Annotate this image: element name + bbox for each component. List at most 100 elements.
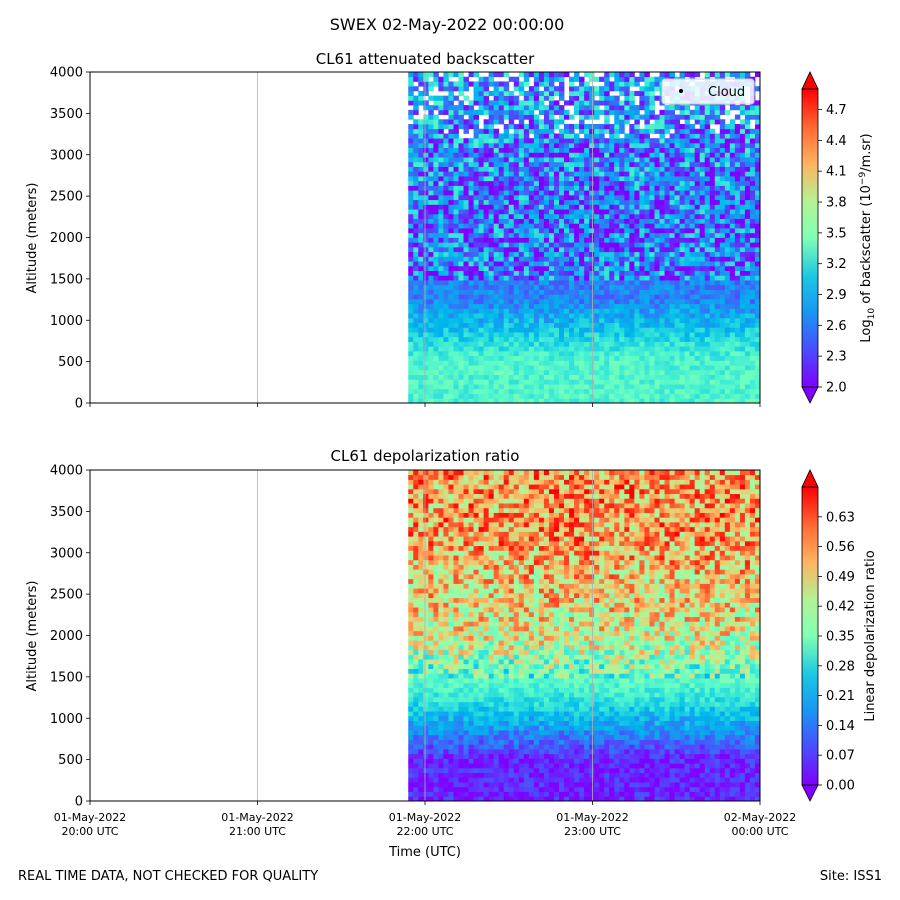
heatmap-cell [448, 256, 454, 262]
heatmap-cell [694, 213, 701, 219]
heatmap-cell [508, 218, 515, 224]
heatmap-cell [513, 388, 520, 394]
heatmap-cell [724, 72, 731, 78]
heatmap-cell [634, 90, 640, 97]
heatmap-cell [684, 72, 691, 78]
heatmap-cell [478, 341, 485, 347]
heatmap-cell [699, 242, 706, 248]
heatmap-cell [714, 384, 721, 390]
heatmap-cell [538, 355, 545, 361]
heatmap-cell [413, 128, 419, 134]
heatmap-cell [609, 218, 615, 224]
heatmap-cell [443, 199, 449, 205]
heatmap-cell [644, 379, 650, 385]
heatmap-cell [609, 242, 615, 248]
heatmap-cell [423, 76, 429, 82]
heatmap-cell [488, 180, 495, 186]
heatmap-cell [619, 109, 625, 115]
heatmap-cell [579, 365, 585, 371]
heatmap-cell [553, 176, 560, 182]
heatmap-cell [624, 270, 630, 276]
heatmap-cell [518, 322, 525, 328]
heatmap-cell [579, 360, 585, 366]
heatmap-cell [523, 393, 530, 399]
heatmap-cell [538, 317, 545, 324]
heatmap-cell [664, 142, 670, 149]
heatmap-cell [493, 350, 500, 357]
heatmap-cell [609, 379, 615, 385]
heatmap-cell [684, 246, 691, 253]
heatmap-cell [408, 673, 414, 679]
heatmap-cell [513, 114, 520, 120]
heatmap-cell [754, 119, 760, 125]
heatmap-cell [734, 289, 741, 295]
heatmap-cell [569, 298, 575, 305]
heatmap-cell [548, 393, 555, 399]
heatmap-cell [408, 626, 414, 632]
heatmap-cell [609, 209, 615, 215]
heatmap-cell [709, 166, 716, 172]
heatmap-cell [443, 388, 449, 394]
heatmap-cell [478, 109, 485, 115]
heatmap-cell [689, 365, 696, 371]
heatmap-cell [498, 246, 505, 253]
heatmap-cell [634, 350, 640, 357]
heatmap-cell [423, 308, 429, 314]
heatmap-cell [729, 171, 736, 177]
heatmap-cell [754, 194, 760, 201]
heatmap-cell [508, 105, 515, 111]
heatmap-cell [659, 336, 665, 342]
heatmap-cell [589, 176, 595, 182]
heatmap-cell [508, 213, 515, 219]
heatmap-cell [423, 298, 429, 305]
heatmap-cell [503, 114, 510, 120]
heatmap-cell [448, 341, 454, 347]
heatmap-cell [418, 767, 424, 774]
heatmap-cell [619, 185, 625, 191]
heatmap-cell [548, 213, 555, 219]
heatmap-cell [684, 379, 691, 385]
heatmap-cell [739, 209, 746, 215]
heatmap-cell [639, 355, 645, 361]
heatmap-cell [433, 289, 439, 295]
heatmap-cell [448, 242, 454, 248]
heatmap-cell [543, 355, 550, 361]
heatmap-cell [493, 199, 500, 205]
heatmap-cell [433, 147, 439, 153]
heatmap-cell [498, 138, 505, 144]
heatmap-cell [599, 341, 605, 347]
heatmap-cell [754, 346, 760, 352]
heatmap-cell [739, 308, 746, 314]
heatmap-cell [624, 147, 630, 153]
heatmap-cell [699, 336, 706, 342]
heatmap-cell [453, 232, 459, 238]
heatmap-cell [749, 194, 756, 201]
heatmap-cell [589, 90, 595, 97]
heatmap-cell [649, 308, 655, 314]
heatmap-cell [523, 308, 530, 314]
heatmap-cell [458, 379, 464, 385]
heatmap-cell [714, 72, 721, 78]
heatmap-cell [428, 303, 434, 309]
heatmap-cell [543, 369, 550, 376]
heatmap-cell [518, 317, 525, 324]
heatmap-cell [564, 128, 570, 134]
heatmap-cell [478, 322, 485, 328]
heatmap-cell [654, 303, 660, 309]
heatmap-cell [594, 133, 600, 139]
heatmap-cell [559, 109, 565, 115]
heatmap-cell [533, 256, 540, 262]
heatmap-cell [719, 374, 726, 380]
heatmap-cell [503, 388, 510, 394]
heatmap-cell [714, 369, 721, 376]
heatmap-cell [609, 246, 615, 253]
heatmap-cell [564, 289, 570, 295]
heatmap-cell [689, 190, 696, 196]
heatmap-cell [423, 388, 429, 394]
heatmap-cell [408, 275, 414, 281]
heatmap-cell [699, 142, 706, 149]
heatmap-cell [498, 398, 505, 403]
heatmap-cell [523, 341, 530, 347]
heatmap-cell [453, 374, 459, 380]
heatmap-cell [684, 204, 691, 210]
